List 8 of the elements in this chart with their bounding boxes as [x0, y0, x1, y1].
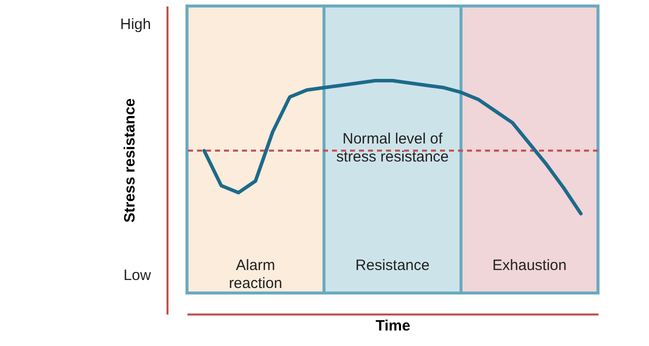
ref-line-label: Normal level of stress resistance — [336, 130, 449, 166]
annotation: Exhaustion — [492, 257, 567, 274]
y-axis-title: Stress resistance — [122, 98, 138, 223]
annotation: Resistance — [355, 257, 430, 274]
x-axis-title: Time — [376, 318, 410, 334]
annotation: Alarm reaction — [228, 257, 282, 292]
text: Low — [123, 267, 152, 284]
text: High — [120, 16, 151, 33]
